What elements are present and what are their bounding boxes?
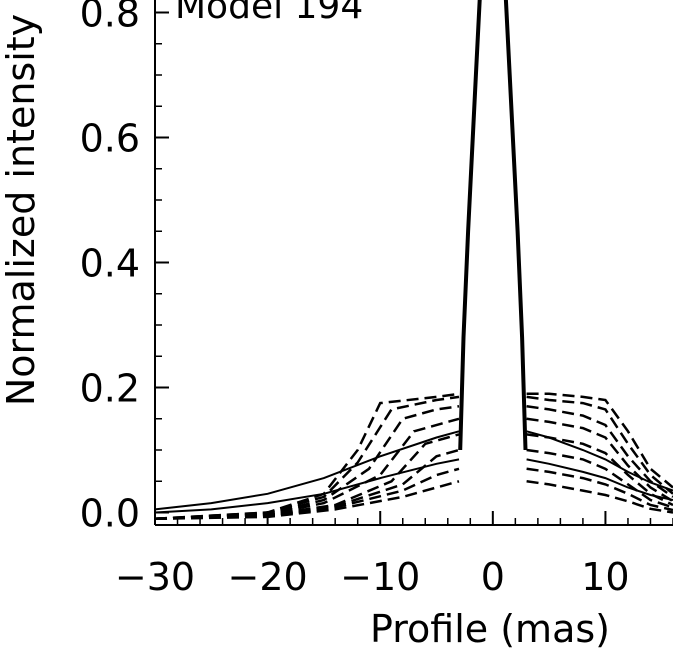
dashed-line-15 [526,417,673,503]
axis-tick-labels: −30 −20 −10 0 10 0.0 0.2 0.4 0.6 0.8 [80,0,630,599]
dashed-line-13 [526,395,673,495]
x-tick-label: 0 [481,555,505,599]
axes [154,0,673,526]
central-peak-line [458,0,528,451]
y-axis-title: Normalized intensity [0,14,43,406]
x-tick-label: 10 [581,555,629,599]
x-tick-label: −20 [228,555,308,599]
dashed-line-17 [526,448,673,509]
dashed-line-16 [526,433,673,507]
y-tick-label: 0.2 [80,367,140,411]
x-axis-title: Profile (mas) [370,607,610,651]
x-tick-label: −10 [340,555,420,599]
dashed-line-14 [526,405,673,498]
dashed-line-18 [526,467,673,512]
dashed-line-11 [154,480,460,521]
y-tick-label: 0.8 [80,0,140,36]
y-tick-label: 0.6 [80,117,140,161]
plot-lines [154,0,673,521]
y-tick-label: 0.4 [80,242,140,286]
dashed-line-19 [526,480,673,514]
dashed-line-12 [526,392,673,489]
model-annotation: Model 194 [175,0,363,27]
solid-line-3 [526,458,673,501]
axis-ticks [154,11,673,525]
x-tick-label: −30 [115,555,195,599]
y-tick-label: 0.0 [80,492,140,536]
solid-line-0 [154,430,460,511]
